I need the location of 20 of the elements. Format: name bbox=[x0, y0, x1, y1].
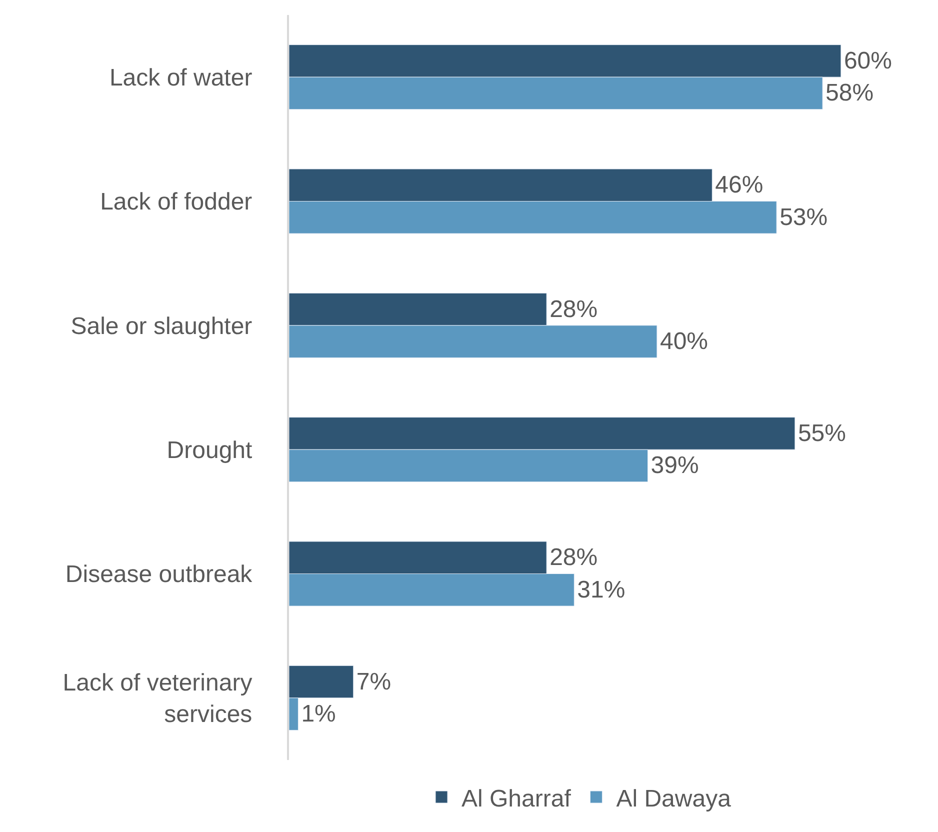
data-label: 28% bbox=[550, 296, 598, 323]
y-tick-label: Drought bbox=[166, 436, 253, 464]
data-label: 60% bbox=[844, 47, 892, 74]
data-label: 31% bbox=[577, 576, 626, 604]
legend-label: Al Dawaya bbox=[616, 785, 732, 812]
y-tick-label: Lack of water bbox=[109, 64, 252, 92]
data-label: 7% bbox=[356, 668, 392, 696]
y-tick-label: Disease outbreak bbox=[65, 561, 254, 588]
data-label: 40% bbox=[660, 328, 708, 356]
y-tick-label: Sale or slaughter bbox=[70, 312, 252, 340]
data-label: 1% bbox=[301, 700, 336, 728]
data-label: 58% bbox=[826, 80, 874, 107]
data-label: 53% bbox=[780, 204, 828, 231]
data-label: 55% bbox=[798, 420, 846, 447]
data-label: 46% bbox=[715, 172, 764, 199]
data-label: 39% bbox=[650, 452, 699, 480]
data-label: 28% bbox=[550, 544, 598, 572]
y-tick-label: Lack of veterinary services bbox=[62, 670, 252, 728]
y-tick-label: Lack of fodder bbox=[100, 188, 252, 216]
legend-label: Al Gharraf bbox=[462, 785, 572, 812]
